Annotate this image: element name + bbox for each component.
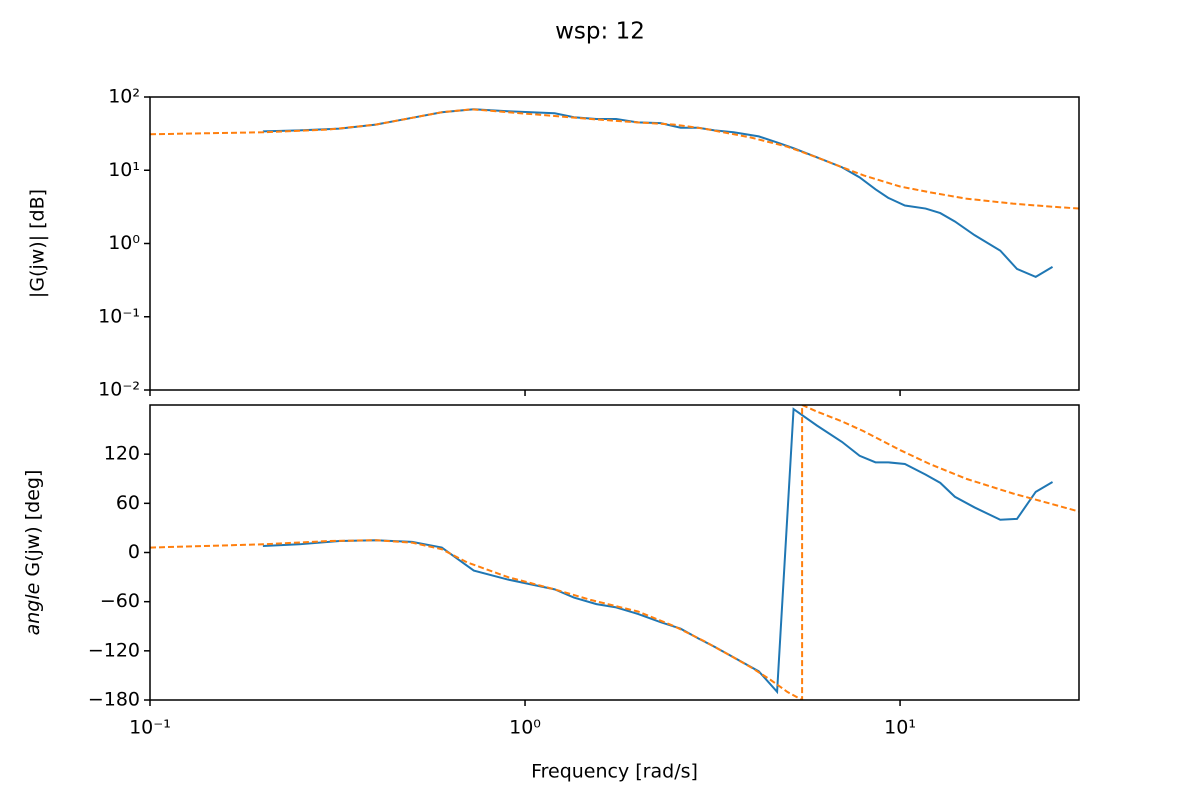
- y-tick-label: 10²: [108, 86, 140, 108]
- y-tick-label: −120: [88, 639, 140, 661]
- data-line: [150, 405, 1079, 700]
- y-tick-label: 60: [116, 492, 140, 514]
- y-axis-label-part: G(jw) [deg]: [22, 470, 44, 583]
- axes-frame: [149, 96, 1080, 391]
- x-axis-label: Frequency [rad/s]: [531, 761, 698, 783]
- y-tick-label: 10⁻¹: [98, 305, 140, 327]
- y-tick-label: 10⁻²: [98, 379, 140, 401]
- y-tick-label: −60: [100, 590, 140, 612]
- x-tick-label: 10¹: [884, 717, 916, 739]
- data-line: [150, 108, 1079, 210]
- y-axis-label: |G(jw)| [dB]: [27, 189, 49, 298]
- data-line: [262, 108, 1054, 279]
- data-line: [262, 407, 1054, 695]
- x-tick-label: 10⁰: [509, 717, 541, 739]
- y-axis-label: angle G(jw) [deg]: [22, 470, 44, 636]
- y-tick-label: 10⁰: [108, 232, 140, 254]
- y-tick-label: 120: [104, 443, 140, 465]
- axes-frame: [149, 404, 1080, 701]
- y-tick-label: 10¹: [108, 159, 140, 181]
- x-tick-label: 10⁻¹: [129, 717, 171, 739]
- y-tick-label: 0: [128, 541, 140, 563]
- y-axis-label-part: angle: [22, 583, 44, 636]
- chart-title: wsp: 12: [555, 19, 645, 45]
- y-tick-label: −180: [88, 689, 140, 711]
